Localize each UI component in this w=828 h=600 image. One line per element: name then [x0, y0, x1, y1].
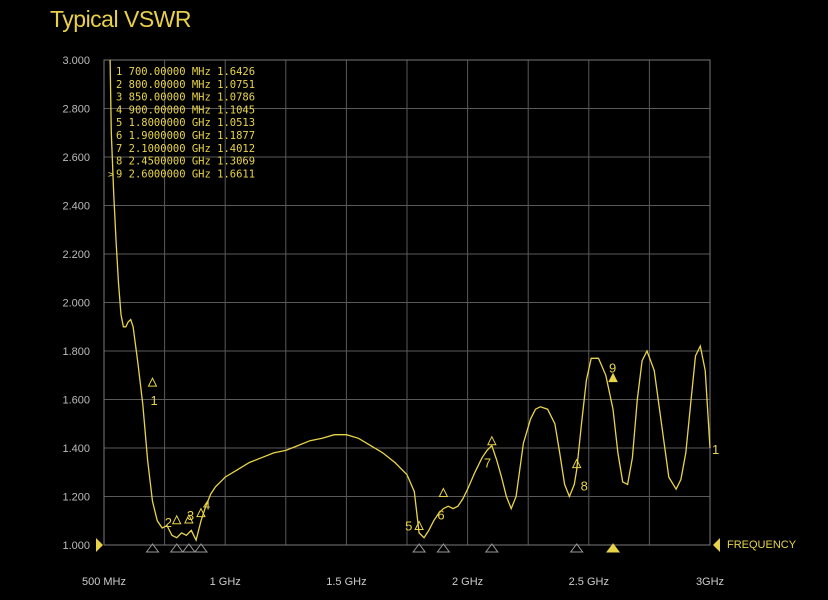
- marker-number: 7: [484, 456, 491, 471]
- y-tick-label: 2.800: [62, 104, 90, 116]
- marker-triangle: [171, 514, 182, 525]
- y-tick-label: 1.400: [62, 443, 90, 455]
- x-tick-labels: 500 MHz 1 GHz 1.5 GHz 2 GHz 2.5 GHz 3GHz: [82, 576, 724, 588]
- baseline-marker: [436, 543, 451, 553]
- y-tick-label: 1.000: [62, 540, 90, 552]
- marker-table-row: 8 2.4500000 GHz 1.3069: [116, 156, 255, 168]
- marker-number: 6: [437, 507, 444, 522]
- right-reference-arrow: [713, 538, 720, 552]
- marker-table-row: 9 2.6000000 GHz 1.6611: [116, 168, 255, 180]
- marker-triangle: [147, 377, 158, 387]
- baseline-marker: [145, 543, 160, 553]
- marker-table-row: 1 700.00000 MHz 1.6426: [116, 66, 255, 78]
- marker-triangle: [196, 507, 206, 518]
- marker-triangle: [438, 487, 449, 497]
- baseline-marker: [193, 543, 208, 553]
- y-tick-label: 1.200: [62, 492, 90, 504]
- y-tick-label: 3.000: [62, 55, 90, 67]
- chart-title: Typical VSWR: [50, 6, 191, 32]
- y-tick-label: 2.600: [62, 152, 90, 164]
- marker-table-row: 4 900.00000 MHz 1.1045: [116, 104, 255, 116]
- marker-triangle: [608, 372, 618, 383]
- edge-indicators: [96, 538, 720, 552]
- marker-number: 2: [165, 515, 172, 530]
- baseline-marker: [181, 543, 196, 553]
- marker-triangle: [414, 520, 424, 531]
- y-tick-label: 2.400: [62, 201, 90, 213]
- y-tick-label: 1.600: [62, 395, 90, 407]
- y-tick-labels: 1.000 1.200 1.400 1.600 1.800 2.000 2.200 2.400…: [62, 55, 90, 552]
- plot-frame: [103, 59, 711, 546]
- baseline-marker: [569, 543, 584, 553]
- marker-table-row: 5 1.8000000 GHz 1.0513: [116, 117, 255, 129]
- marker-triangle: [571, 458, 582, 469]
- marker-table-row: 6 1.9000000 GHz 1.1877: [116, 130, 255, 142]
- x-tick-label: 2 GHz: [452, 576, 483, 588]
- x-tick-label: 500 MHz: [82, 576, 126, 588]
- active-marker-symbol: >: [108, 169, 114, 180]
- x-tick-label: 1.5 GHz: [326, 576, 366, 588]
- marker-layer: 1 2 34 5 6 7 8 9 1: [145, 361, 719, 553]
- marker-number: 1: [150, 393, 157, 408]
- marker-number: 9: [609, 361, 616, 376]
- marker-number: 8: [581, 479, 588, 494]
- x-tick-label: 2.5 GHz: [569, 576, 609, 588]
- baseline-marker: [606, 543, 621, 553]
- x-tick-label: 3GHz: [696, 576, 724, 588]
- baseline-marker: [169, 543, 184, 553]
- vswr-trace: [109, 59, 711, 542]
- marker-triangle: [487, 435, 497, 446]
- y-tick-label: 2.200: [62, 249, 90, 261]
- marker-table-row: 2 800.00000 MHz 1.0751: [116, 79, 255, 91]
- y-tick-label: 2.000: [62, 298, 90, 310]
- marker-number: 5: [405, 519, 412, 534]
- marker-table-row: 3 850.00000 MHz 1.0786: [116, 92, 255, 104]
- y-tick-label: 1.800: [62, 346, 90, 358]
- marker-number: 4: [203, 498, 210, 513]
- marker-number: 3: [187, 508, 194, 523]
- x-tick-label: 1 GHz: [210, 576, 241, 588]
- baseline-marker: [412, 543, 427, 553]
- grid-layer: [103, 59, 711, 546]
- left-reference-arrow: [96, 538, 103, 552]
- baseline-marker: [484, 543, 499, 553]
- x-axis-label: FREQUENCY: [727, 539, 797, 551]
- trace-number: 1: [712, 442, 719, 457]
- marker-triangle: [184, 513, 194, 524]
- marker-table-row: 7 2.1000000 GHz 1.4012: [116, 143, 255, 155]
